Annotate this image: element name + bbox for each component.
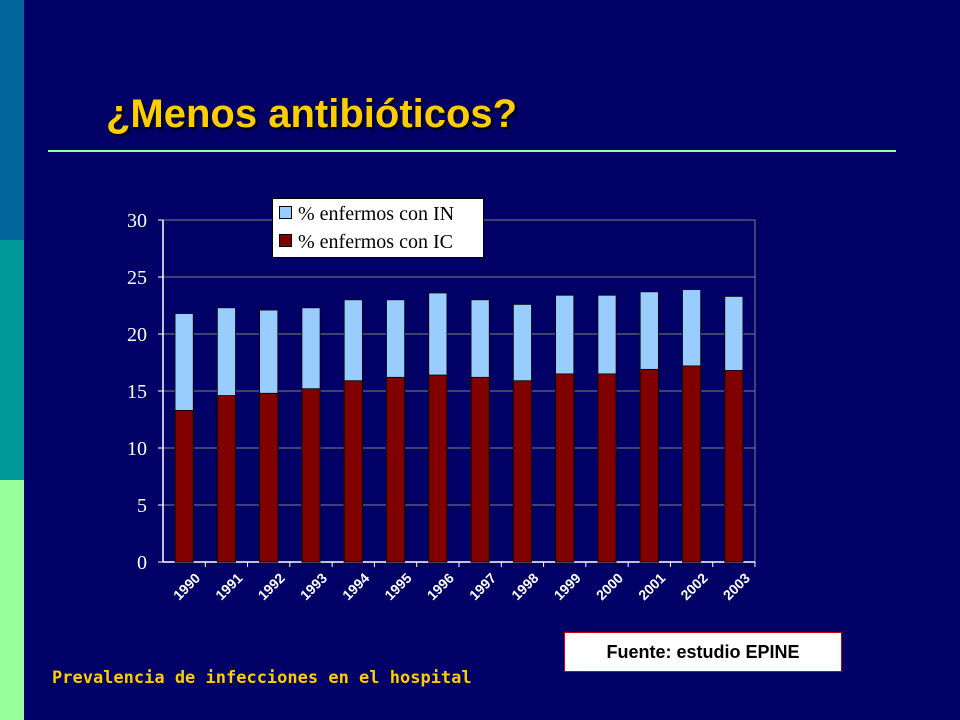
y-tick-label: 15 [127, 381, 147, 403]
x-tick-label: 2001 [635, 570, 668, 603]
bar-ic [724, 370, 744, 563]
x-tick-label: 1995 [381, 570, 414, 603]
x-tick-label: 1993 [297, 570, 330, 603]
bar-ic [386, 376, 406, 563]
x-tick-label: 2000 [593, 570, 626, 603]
legend-swatch-in [279, 206, 292, 219]
bar-ic [428, 374, 448, 563]
x-tick-label: 1994 [339, 570, 372, 603]
side-strip-middle [0, 240, 24, 480]
bar-ic [301, 388, 321, 563]
bar-ic [555, 373, 575, 563]
y-tick-label: 20 [127, 324, 147, 346]
chart-legend: % enfermos con IN % enfermos con IC [272, 198, 484, 258]
bar-ic [597, 373, 617, 563]
slide-title: ¿Menos antibióticos? [106, 92, 518, 136]
legend-label-ic: % enfermos con IC [298, 231, 453, 253]
side-strip-bottom [0, 480, 24, 720]
y-tick-label: 10 [127, 438, 147, 460]
bar-ic [343, 380, 363, 563]
x-tick-label: 1997 [466, 570, 499, 603]
x-tick-label: 1990 [170, 570, 203, 603]
x-tick-label: 2003 [720, 570, 753, 603]
y-tick-label: 0 [137, 552, 147, 574]
source-note: Fuente: estudio EPINE [564, 632, 842, 672]
x-tick-label: 1998 [508, 570, 541, 603]
bar-ic [174, 409, 194, 563]
bar-ic [512, 380, 532, 563]
bar-ic [639, 368, 659, 563]
y-tick-label: 5 [137, 495, 147, 517]
bar-ic [216, 395, 236, 563]
y-tick-label: 25 [127, 267, 147, 289]
x-tick-label: 1996 [424, 570, 457, 603]
x-tick-label: 2002 [677, 570, 710, 603]
legend-label-in: % enfermos con IN [298, 203, 455, 225]
side-strip-top [0, 0, 24, 240]
y-tick-label: 30 [127, 210, 147, 232]
x-tick-label: 1992 [255, 570, 288, 603]
footer-caption: Prevalencia de infecciones en el hospita… [52, 668, 472, 688]
x-tick-label: 1999 [551, 570, 584, 603]
legend-item-ic: % enfermos con IC [279, 230, 453, 254]
legend-swatch-ic [279, 234, 292, 247]
x-tick-label: 1991 [212, 570, 245, 603]
bar-ic [259, 392, 279, 563]
legend-item-in: % enfermos con IN [279, 202, 454, 226]
title-rule [48, 150, 896, 152]
bar-ic [682, 365, 702, 563]
bar-ic [470, 376, 490, 563]
